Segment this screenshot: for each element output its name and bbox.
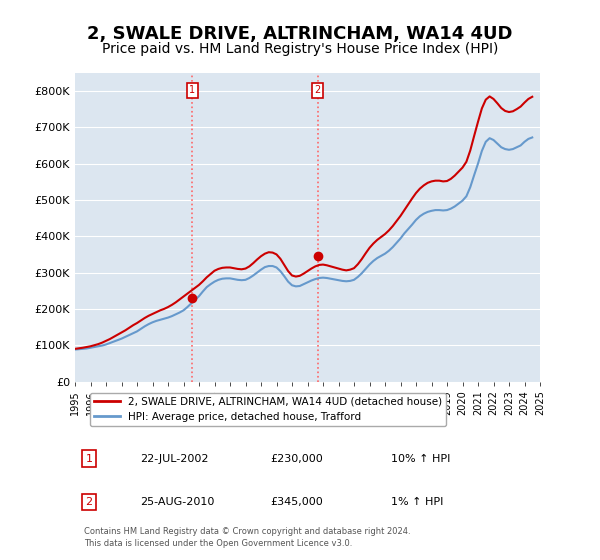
Text: £230,000: £230,000 xyxy=(270,454,323,464)
Text: 1% ↑ HPI: 1% ↑ HPI xyxy=(391,497,443,507)
Text: 10% ↑ HPI: 10% ↑ HPI xyxy=(391,454,451,464)
Text: 1: 1 xyxy=(85,454,92,464)
Text: Price paid vs. HM Land Registry's House Price Index (HPI): Price paid vs. HM Land Registry's House … xyxy=(102,42,498,56)
Text: 2: 2 xyxy=(314,85,321,95)
Text: 22-JUL-2002: 22-JUL-2002 xyxy=(140,454,209,464)
Text: 25-AUG-2010: 25-AUG-2010 xyxy=(140,497,214,507)
Text: £345,000: £345,000 xyxy=(270,497,323,507)
Legend: 2, SWALE DRIVE, ALTRINCHAM, WA14 4UD (detached house), HPI: Average price, detac: 2, SWALE DRIVE, ALTRINCHAM, WA14 4UD (de… xyxy=(89,393,446,426)
Text: 2: 2 xyxy=(85,497,92,507)
Text: 2, SWALE DRIVE, ALTRINCHAM, WA14 4UD: 2, SWALE DRIVE, ALTRINCHAM, WA14 4UD xyxy=(87,25,513,43)
Text: Contains HM Land Registry data © Crown copyright and database right 2024.
This d: Contains HM Land Registry data © Crown c… xyxy=(84,526,411,548)
Text: 1: 1 xyxy=(189,85,195,95)
